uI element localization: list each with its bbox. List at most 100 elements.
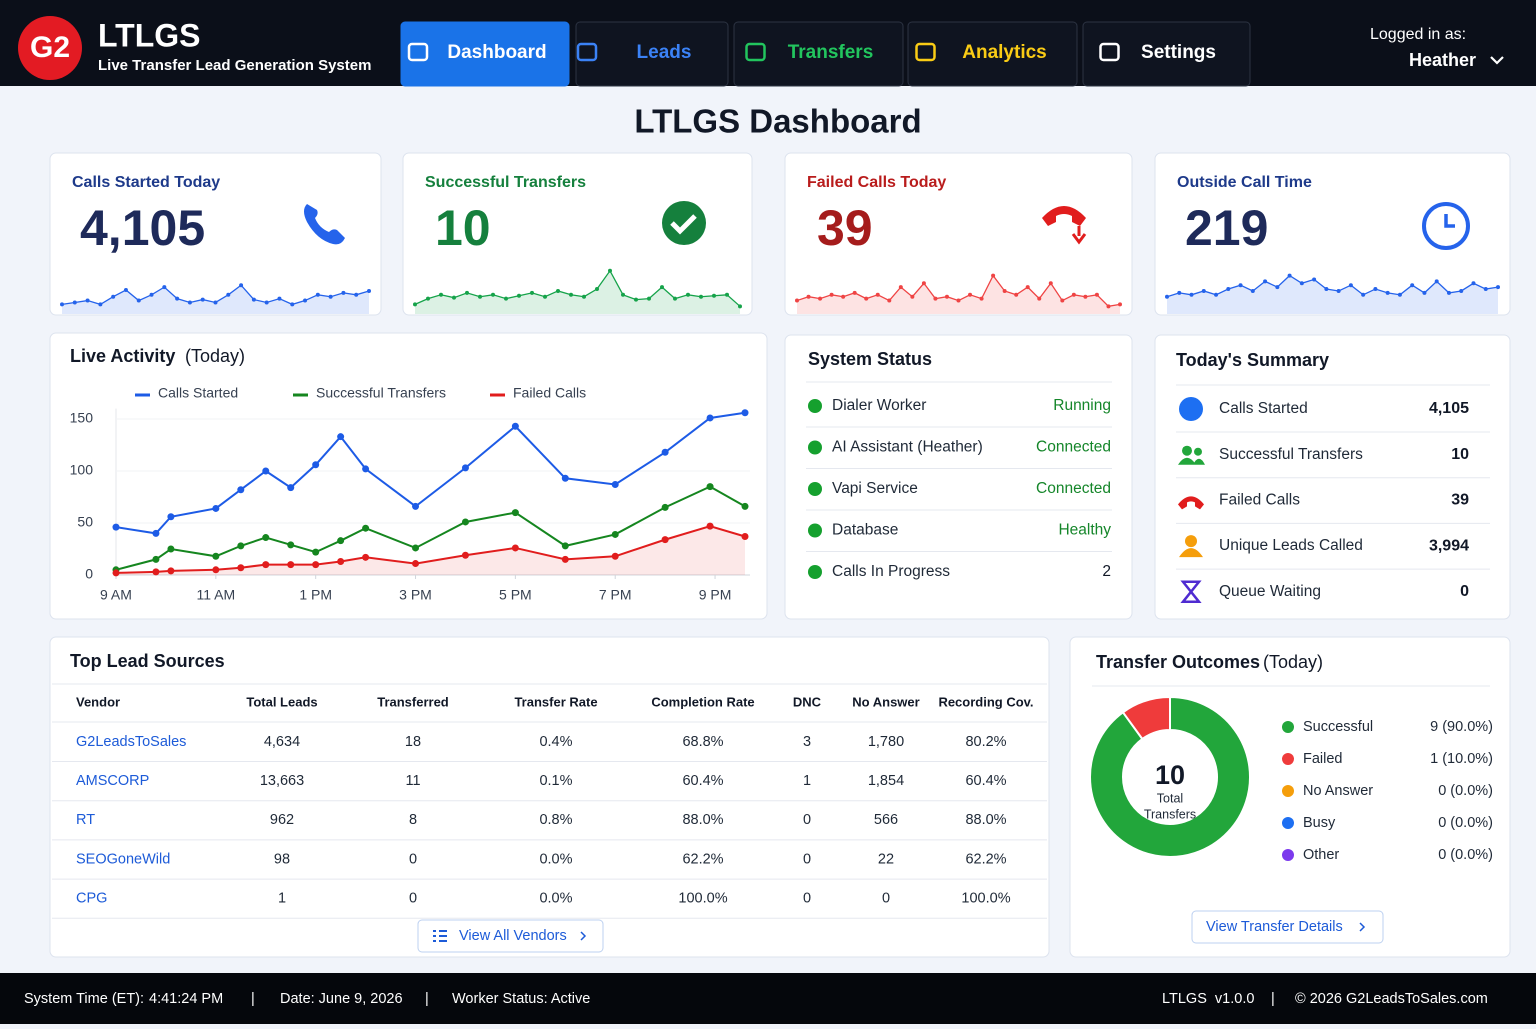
sparkline-point: [852, 290, 857, 295]
footer-time-label: System Time (ET):: [24, 991, 144, 1007]
nav-icon[interactable]: [915, 42, 936, 62]
nav-label[interactable]: Leads: [637, 42, 692, 63]
nav-icon[interactable]: [576, 42, 598, 62]
card-title: Today's Summary: [1176, 350, 1329, 370]
table-cell: 4,634: [264, 734, 300, 750]
summary-value: 0: [1460, 583, 1469, 600]
sparkline-point: [315, 292, 320, 297]
sparkline-point: [1459, 288, 1464, 293]
point: [262, 534, 270, 542]
card-title-suffix: (Today): [1263, 652, 1323, 672]
table-cell: 18: [405, 734, 421, 750]
y-tick-label: 50: [77, 514, 93, 530]
summary-label: Calls Started: [1219, 400, 1308, 417]
status-label: Calls In Progress: [832, 563, 950, 580]
point: [706, 414, 714, 422]
card: [402, 152, 753, 316]
x-tick-label: 5 PM: [499, 587, 532, 603]
legend-label: Failed Calls: [513, 385, 586, 401]
button[interactable]: [417, 919, 604, 953]
sparkline-point: [1250, 288, 1255, 293]
summary-icon: [1194, 447, 1202, 456]
point: [167, 545, 175, 553]
nav-tab[interactable]: [1082, 21, 1251, 87]
button-label[interactable]: View Transfer Details: [1206, 919, 1343, 935]
check-icon: [662, 201, 706, 245]
user-chevron[interactable]: [1490, 56, 1504, 65]
status-dot: [808, 565, 822, 579]
summary-icon: [1179, 548, 1203, 558]
vendor-link[interactable]: CPG: [76, 891, 107, 907]
summary-value: 4,105: [1429, 400, 1469, 417]
card: [784, 334, 1133, 620]
vendor-link[interactable]: G2LeadsToSales: [76, 734, 186, 750]
vendor-link[interactable]: AMSCORP: [76, 773, 149, 789]
point: [337, 433, 345, 441]
nav-icon[interactable]: [745, 42, 766, 62]
card-title: Live Activity: [70, 346, 175, 366]
sparkline-point: [290, 302, 295, 307]
nav-label[interactable]: Dashboard: [447, 42, 546, 63]
list-icon[interactable]: [433, 930, 447, 942]
sparkline-point: [921, 281, 926, 286]
sparkline-point: [149, 292, 154, 297]
button[interactable]: [1191, 910, 1384, 944]
point: [152, 529, 160, 537]
chevron[interactable]: [580, 931, 587, 941]
line: [115, 411, 746, 535]
point: [706, 522, 714, 530]
kpi-value: 39: [817, 200, 873, 256]
button-label[interactable]: View All Vendors: [459, 928, 567, 944]
point: [362, 465, 370, 473]
point: [741, 533, 749, 541]
nav-tab[interactable]: [733, 21, 904, 87]
summary-label: Failed Calls: [1219, 491, 1300, 508]
sparkline-point: [162, 285, 167, 290]
point: [287, 561, 295, 569]
sparkline-point: [111, 294, 116, 299]
point: [362, 524, 370, 532]
chevron[interactable]: [1359, 922, 1366, 932]
sparkline-point: [1048, 281, 1053, 286]
nav-label[interactable]: Analytics: [962, 42, 1046, 63]
point: [212, 504, 220, 512]
clock-icon: [1422, 202, 1470, 250]
nav-tab[interactable]: [907, 21, 1078, 87]
table-cell: 0.0%: [539, 851, 572, 867]
sparkline-point: [991, 273, 996, 278]
table-cell: 0: [803, 891, 811, 907]
sparkline-point: [72, 300, 77, 305]
nav-label[interactable]: Settings: [1141, 42, 1216, 63]
table-cell: 0: [803, 812, 811, 828]
sparkline-point: [968, 292, 973, 297]
column-header: Total Leads: [246, 694, 317, 709]
summary-icon: [1179, 397, 1203, 421]
point: [561, 542, 569, 550]
donut-caption: Transfers: [1144, 807, 1196, 821]
sparkline-point: [1483, 287, 1488, 292]
card: [49, 152, 382, 316]
sparkline-point: [910, 294, 915, 299]
nav-icon[interactable]: [1099, 42, 1120, 62]
legend-dot: [1282, 817, 1294, 829]
point: [461, 551, 469, 559]
donut-segment: [1089, 695, 1252, 858]
point: [511, 509, 519, 517]
point: [237, 564, 245, 572]
summary-label: Successful Transfers: [1219, 446, 1363, 463]
user-name[interactable]: Heather: [1409, 50, 1476, 70]
vendor-link[interactable]: SEOGoneWild: [76, 851, 170, 867]
table-cell: 0.1%: [539, 773, 572, 789]
sparkline-point: [1165, 294, 1169, 299]
nav-tab[interactable]: [400, 21, 570, 87]
sparkline-point: [1496, 285, 1500, 290]
point: [511, 422, 519, 430]
nav-label[interactable]: Transfers: [788, 42, 874, 63]
nav-tab[interactable]: [575, 21, 729, 87]
point: [167, 513, 175, 521]
vendor-link[interactable]: RT: [76, 812, 95, 828]
table-cell: 11: [405, 773, 420, 789]
nav-icon[interactable]: [407, 42, 429, 62]
down-arrow: [1071, 226, 1087, 245]
